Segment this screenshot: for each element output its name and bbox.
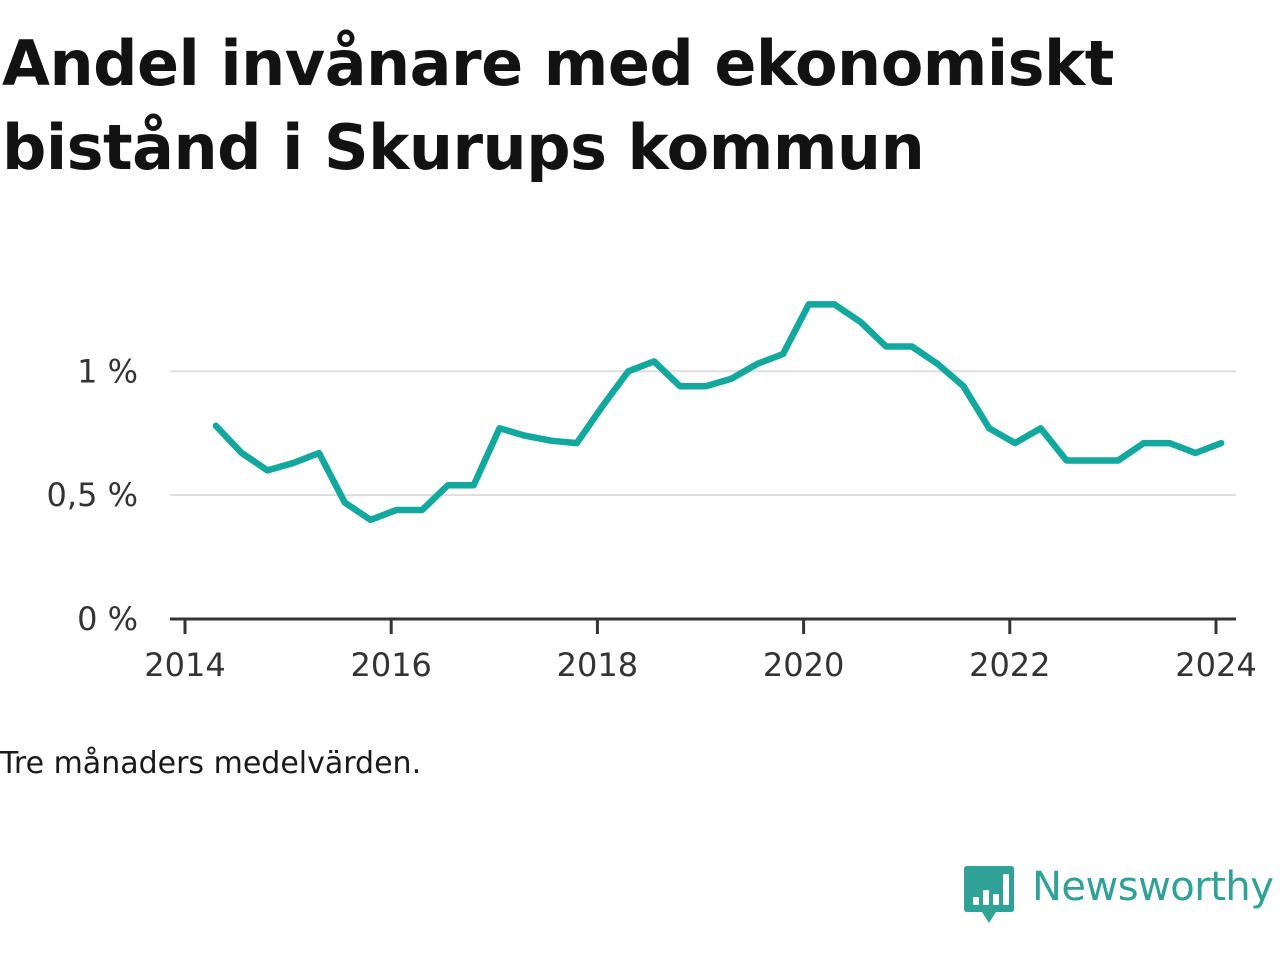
x-tick-label: 2014 [144, 646, 225, 684]
chart-note: Tre månaders medelvärden. [0, 746, 422, 781]
x-tick-label: 2018 [557, 646, 638, 684]
bar-chart-speech-bubble-icon [964, 866, 1014, 923]
newsworthy-brand[interactable]: Newsworthy [964, 862, 1280, 928]
y-tick-label: 0,5 % [47, 476, 138, 514]
series-layer [212, 301, 1225, 524]
line-chart: 0 % 0,5 % 1 % 2014 2016 2018 2020 2022 2024 [47, 301, 1257, 684]
gridlines [170, 370, 1236, 497]
y-tick-label: 0 % [77, 600, 138, 638]
x-tick-label: 2020 [763, 646, 844, 684]
series-line-0 [212, 301, 1225, 524]
brand-name: Newsworthy [1032, 864, 1274, 910]
chart-title: Andel invånare med ekonomiskt bistånd i … [2, 22, 1202, 190]
x-tick-label: 2022 [969, 646, 1050, 684]
chart-title-line-1: Andel invånare med ekonomiskt [2, 27, 1114, 100]
x-axis-tick-labels: 2014 2016 2018 2020 2022 2024 [144, 646, 1256, 684]
x-tick-label: 2016 [350, 646, 431, 684]
y-tick-label: 1 % [77, 352, 138, 390]
y-axis-tick-labels: 0 % 0,5 % 1 % [47, 352, 138, 638]
chart-title-line-2: bistånd i Skurups kommun [2, 111, 925, 184]
x-tick-label: 2024 [1175, 646, 1256, 684]
x-axis [170, 617, 1236, 634]
